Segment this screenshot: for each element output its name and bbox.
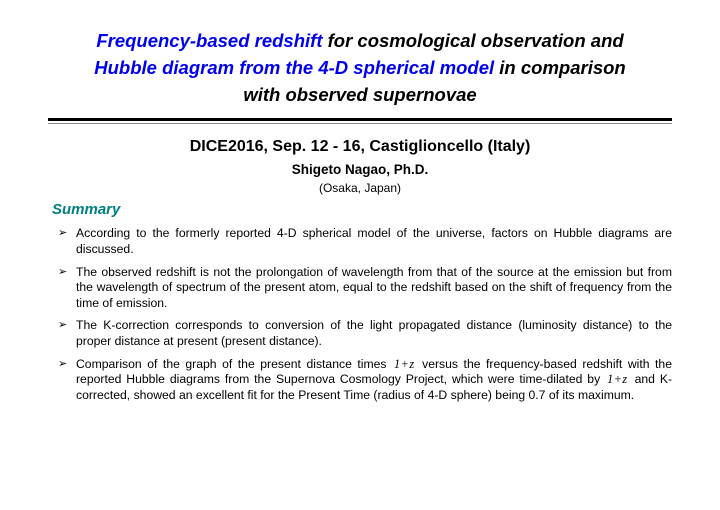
title-text-1: for cosmological observation and <box>322 30 623 51</box>
list-item: The K-correction corresponds to conversi… <box>58 318 672 349</box>
title-line-3: with observed supernovae <box>48 82 672 109</box>
list-item: Comparison of the graph of the present d… <box>58 357 672 404</box>
title-highlight-2: Hubble diagram from the 4-D spherical mo… <box>94 57 494 78</box>
summary-heading: Summary <box>52 201 672 218</box>
author-name: Shigeto Nagao, Ph.D. <box>48 162 672 177</box>
conference-info: DICE2016, Sep. 12 - 16, Castiglioncello … <box>48 138 672 156</box>
divider-thin <box>48 123 672 124</box>
bullet-text: Comparison of the graph of the present d… <box>76 357 392 371</box>
title-block: Frequency-based redshift for cosmologica… <box>48 28 672 108</box>
list-item: According to the formerly reported 4-D s… <box>58 226 672 257</box>
math-expression: 1+z <box>605 372 630 386</box>
divider-thick <box>48 118 672 121</box>
summary-list: According to the formerly reported 4-D s… <box>48 226 672 403</box>
title-text-2: in comparison <box>494 57 626 78</box>
title-line-1: Frequency-based redshift for cosmologica… <box>48 28 672 55</box>
math-expression: 1+z <box>392 357 417 371</box>
list-item: The observed redshift is not the prolong… <box>58 265 672 312</box>
title-text-3: with observed supernovae <box>243 84 476 105</box>
title-highlight-1: Frequency-based redshift <box>96 30 322 51</box>
title-line-2: Hubble diagram from the 4-D spherical mo… <box>48 55 672 82</box>
author-affiliation: (Osaka, Japan) <box>48 181 672 195</box>
